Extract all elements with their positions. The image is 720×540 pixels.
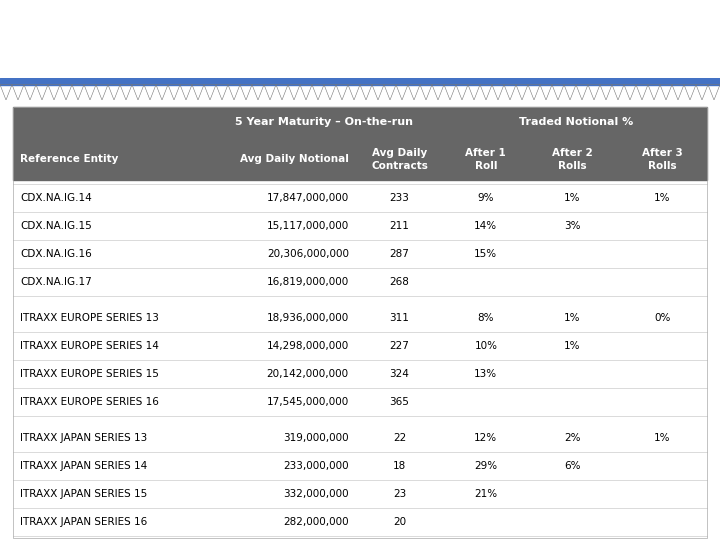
Text: After 3
Rolls: After 3 Rolls (642, 147, 683, 171)
Text: 1%: 1% (564, 193, 580, 202)
Text: 20,142,000,000: 20,142,000,000 (266, 369, 349, 379)
Text: After 2
Rolls: After 2 Rolls (552, 147, 593, 171)
Text: 21%: 21% (474, 489, 498, 498)
Text: 18: 18 (393, 461, 406, 470)
Text: -Run: -Run (16, 49, 78, 73)
Text: 233: 233 (390, 193, 410, 202)
Text: After 1
Roll: After 1 Roll (466, 147, 506, 171)
Text: 332,000,000: 332,000,000 (283, 489, 349, 498)
Text: Avg Daily Notional: Avg Daily Notional (240, 154, 349, 164)
Bar (13, 106, 707, 180)
Text: 23: 23 (393, 489, 406, 498)
Text: 14%: 14% (474, 221, 498, 231)
Text: 324: 324 (390, 369, 410, 379)
Text: ITRAXX EUROPE SERIES 15: ITRAXX EUROPE SERIES 15 (20, 369, 159, 379)
Text: 13%: 13% (474, 369, 498, 379)
Text: 10%: 10% (474, 341, 498, 350)
Text: ITRAXX EUROPE SERIES 13: ITRAXX EUROPE SERIES 13 (20, 313, 159, 322)
Text: Traded Notional %: Traded Notional % (518, 117, 633, 127)
Text: 15,117,000,000: 15,117,000,000 (266, 221, 349, 231)
Text: 1%: 1% (654, 433, 670, 443)
Text: 268: 268 (390, 276, 410, 287)
Text: Reference Entity: Reference Entity (20, 154, 119, 164)
Text: CDX.NA.IG.17: CDX.NA.IG.17 (20, 276, 92, 287)
Text: ITRAXX JAPAN SERIES 15: ITRAXX JAPAN SERIES 15 (20, 489, 148, 498)
Text: 8%: 8% (477, 313, 494, 322)
Text: 0%: 0% (654, 313, 670, 322)
Text: 3%: 3% (564, 221, 580, 231)
Text: ITRAXX EUROPE SERIES 16: ITRAXX EUROPE SERIES 16 (20, 396, 159, 407)
Text: 1%: 1% (564, 313, 580, 322)
Text: 311: 311 (390, 313, 410, 322)
Text: 18,936,000,000: 18,936,000,000 (266, 313, 349, 322)
Text: 16,819,000,000: 16,819,000,000 (266, 276, 349, 287)
Text: 15%: 15% (474, 248, 498, 259)
Text: CDX.NA.IG.14: CDX.NA.IG.14 (20, 193, 92, 202)
Text: 287: 287 (390, 248, 410, 259)
Text: 17,847,000,000: 17,847,000,000 (266, 193, 349, 202)
Text: 22: 22 (393, 433, 406, 443)
Text: 233,000,000: 233,000,000 (283, 461, 349, 470)
Text: 17,545,000,000: 17,545,000,000 (266, 396, 349, 407)
Text: CDX.NA.IG.16: CDX.NA.IG.16 (20, 248, 92, 259)
Text: CDX.NA.IG.15: CDX.NA.IG.15 (20, 221, 92, 231)
Text: ITRAXX JAPAN SERIES 14: ITRAXX JAPAN SERIES 14 (20, 461, 148, 470)
Text: ITRAXX JAPAN SERIES 13: ITRAXX JAPAN SERIES 13 (20, 433, 148, 443)
Text: 9%: 9% (477, 193, 494, 202)
Text: ITRAXX EUROPE SERIES 14: ITRAXX EUROPE SERIES 14 (20, 341, 159, 350)
Text: 1%: 1% (564, 341, 580, 350)
Text: 282,000,000: 282,000,000 (283, 517, 349, 526)
Text: 1%: 1% (654, 193, 670, 202)
Text: 365: 365 (390, 396, 410, 407)
Text: 14,298,000,000: 14,298,000,000 (266, 341, 349, 350)
Text: 6%: 6% (564, 461, 580, 470)
Text: 29%: 29% (474, 461, 498, 470)
Text: 20,306,000,000: 20,306,000,000 (267, 248, 349, 259)
Text: 12%: 12% (474, 433, 498, 443)
Text: ITRAXX JAPAN SERIES 16: ITRAXX JAPAN SERIES 16 (20, 517, 148, 526)
Bar (0, 78, 720, 85)
Text: Credit Public Data Indices: On-the-Run vs Off-the: Credit Public Data Indices: On-the-Run v… (16, 10, 671, 34)
Text: Avg Daily
Contracts: Avg Daily Contracts (371, 147, 428, 171)
Text: 319,000,000: 319,000,000 (283, 433, 349, 443)
Text: 2%: 2% (564, 433, 580, 443)
Text: 227: 227 (390, 341, 410, 350)
Text: 5 Year Maturity – On-the-run: 5 Year Maturity – On-the-run (235, 117, 413, 127)
Text: 211: 211 (390, 221, 410, 231)
Text: 20: 20 (393, 517, 406, 526)
